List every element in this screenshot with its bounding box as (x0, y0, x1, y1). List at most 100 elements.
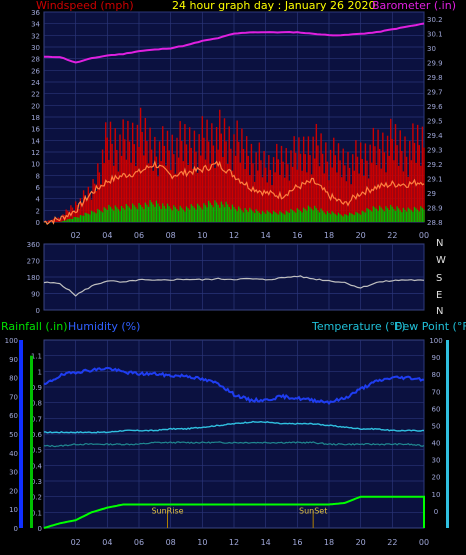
windspeed-tick-label: 18 (31, 114, 40, 122)
rainfall-line (43, 495, 425, 529)
dewpoint-axis-label: Dew Point (°F) (394, 320, 466, 333)
barometer-tick-label: 30.1 (427, 31, 443, 39)
humidity-tick-label: 80 (9, 375, 18, 383)
windspeed-tick-label: 30 (31, 44, 40, 52)
barometer-tick-label: 29.7 (427, 89, 443, 97)
direction-tick-label: 270 (27, 258, 40, 266)
compass-label: W (436, 255, 446, 266)
direction-tick-label: 360 (27, 241, 40, 249)
time-tick-label: 08 (166, 538, 176, 547)
barometer-tick-label: 29.2 (427, 161, 443, 169)
barometer-tick-label: 30.2 (427, 16, 443, 24)
wind-direction-line (43, 275, 425, 297)
windspeed-tick-label: 20 (31, 102, 40, 110)
compass-label: N (436, 238, 443, 249)
rainfall-tick-label: 0.1 (31, 509, 42, 517)
rainfall-tick-label: 1 (38, 368, 42, 376)
direction-tick-label: 180 (27, 274, 40, 282)
humidity-tick-label: 20 (9, 487, 18, 495)
temperature-tick-label: 20 (432, 474, 441, 482)
time-tick-label: 10 (197, 231, 207, 240)
compass-label: E (436, 290, 442, 301)
temperature-tick-label: 50 (432, 422, 441, 430)
barometer-tick-label: 29.8 (427, 74, 443, 82)
humidity-tick-label: 60 (9, 412, 18, 420)
windspeed-tick-label: 10 (31, 161, 40, 169)
time-tick-label: 20 (356, 231, 366, 240)
time-tick-label: 08 (166, 231, 176, 240)
humidity-axis-bar (19, 340, 23, 528)
temperature-axis-label: Temperature (°F) (311, 320, 406, 333)
temperature-tick-label: 80 (432, 371, 441, 379)
windspeed-tick-label: 6 (36, 184, 41, 192)
windspeed-tick-label: 2 (36, 207, 40, 215)
humidity-axis-label: Humidity (%) (68, 320, 140, 333)
windspeed-tick-label: 22 (31, 91, 40, 99)
humidity-tick-label: 90 (9, 356, 18, 364)
windspeed-tick-label: 4 (36, 196, 41, 204)
humidity-tick-label: 30 (9, 469, 18, 477)
time-tick-label: 06 (134, 231, 144, 240)
time-tick-label: 14 (261, 231, 271, 240)
rainfall-tick-label: 0.9 (31, 384, 42, 392)
barometer-line (43, 22, 425, 64)
rainfall-tick-label: 1.1 (31, 353, 42, 361)
rainfall-tick-label: 0 (38, 525, 42, 533)
humidity-tick-label: 100 (5, 337, 18, 345)
rainfall-tick-label: 0.2 (31, 494, 42, 502)
rainfall-tick-label: 0.7 (31, 415, 42, 423)
rainfall-tick-label: 0.5 (31, 447, 42, 455)
time-tick-label: 20 (356, 538, 366, 547)
time-tick-label: 00 (419, 538, 429, 547)
windspeed-tick-label: 16 (31, 126, 40, 134)
time-tick-label: 04 (102, 538, 112, 547)
time-tick-label: 18 (324, 538, 334, 547)
time-tick-label: 00 (419, 231, 429, 240)
time-tick-label: 14 (261, 538, 271, 547)
windspeed-tick-label: 26 (31, 67, 40, 75)
humidity-tick-label: 50 (9, 431, 18, 439)
windspeed-tick-label: 36 (31, 9, 40, 17)
time-tick-label: 10 (197, 538, 207, 547)
time-tick-label: 16 (292, 538, 302, 547)
time-tick-label: 04 (102, 231, 112, 240)
windspeed-tick-label: 28 (31, 56, 40, 64)
time-tick-label: 16 (292, 231, 302, 240)
time-tick-label: 18 (324, 231, 334, 240)
barometer-tick-label: 29.3 (427, 147, 443, 155)
time-tick-label: 06 (134, 538, 144, 547)
barometer-tick-label: 29.9 (427, 60, 443, 68)
temperature-line (44, 420, 425, 434)
rainfall-tick-label: 0.3 (31, 478, 42, 486)
rainfall-axis-bar (30, 355, 33, 528)
barometer-axis-label: Barometer (.in) (372, 0, 456, 12)
barometer-tick-label: 28.8 (427, 219, 443, 227)
humidity-tick-label: 70 (9, 393, 18, 401)
temperature-axis-bar (446, 340, 449, 528)
barometer-tick-label: 29.1 (427, 176, 443, 184)
temperature-tick-label: 0 (434, 508, 438, 516)
dewpoint-line (43, 441, 425, 448)
barometer-tick-label: 29.6 (427, 103, 443, 111)
temperature-tick-label: 100 (429, 337, 442, 345)
windspeed-tick-label: 8 (36, 172, 40, 180)
compass-label: S (436, 273, 442, 284)
temperature-tick-label: 10 (432, 491, 441, 499)
windspeed-tick-label: 24 (31, 79, 40, 87)
windspeed-tick-label: 12 (31, 149, 40, 157)
time-tick-label: 02 (71, 538, 81, 547)
windspeed-tick-label: 0 (36, 219, 40, 227)
humidity-tick-label: 10 (9, 506, 18, 514)
rainfall-tick-label: 0.6 (31, 431, 43, 439)
temperature-tick-label: 40 (432, 440, 441, 448)
humidity-line (43, 366, 425, 406)
humidity-tick-label: 40 (9, 450, 18, 458)
temperature-tick-label: 30 (432, 457, 441, 465)
chart-title: 24 hour graph day : January 26 2020 (172, 0, 376, 12)
barometer-tick-label: 29.5 (427, 118, 443, 126)
sun-event-label: SunSet (299, 507, 327, 516)
direction-tick-label: 90 (31, 291, 40, 299)
sun-event-label: SunRise (151, 507, 183, 516)
rainfall-tick-label: 0.4 (31, 462, 43, 470)
